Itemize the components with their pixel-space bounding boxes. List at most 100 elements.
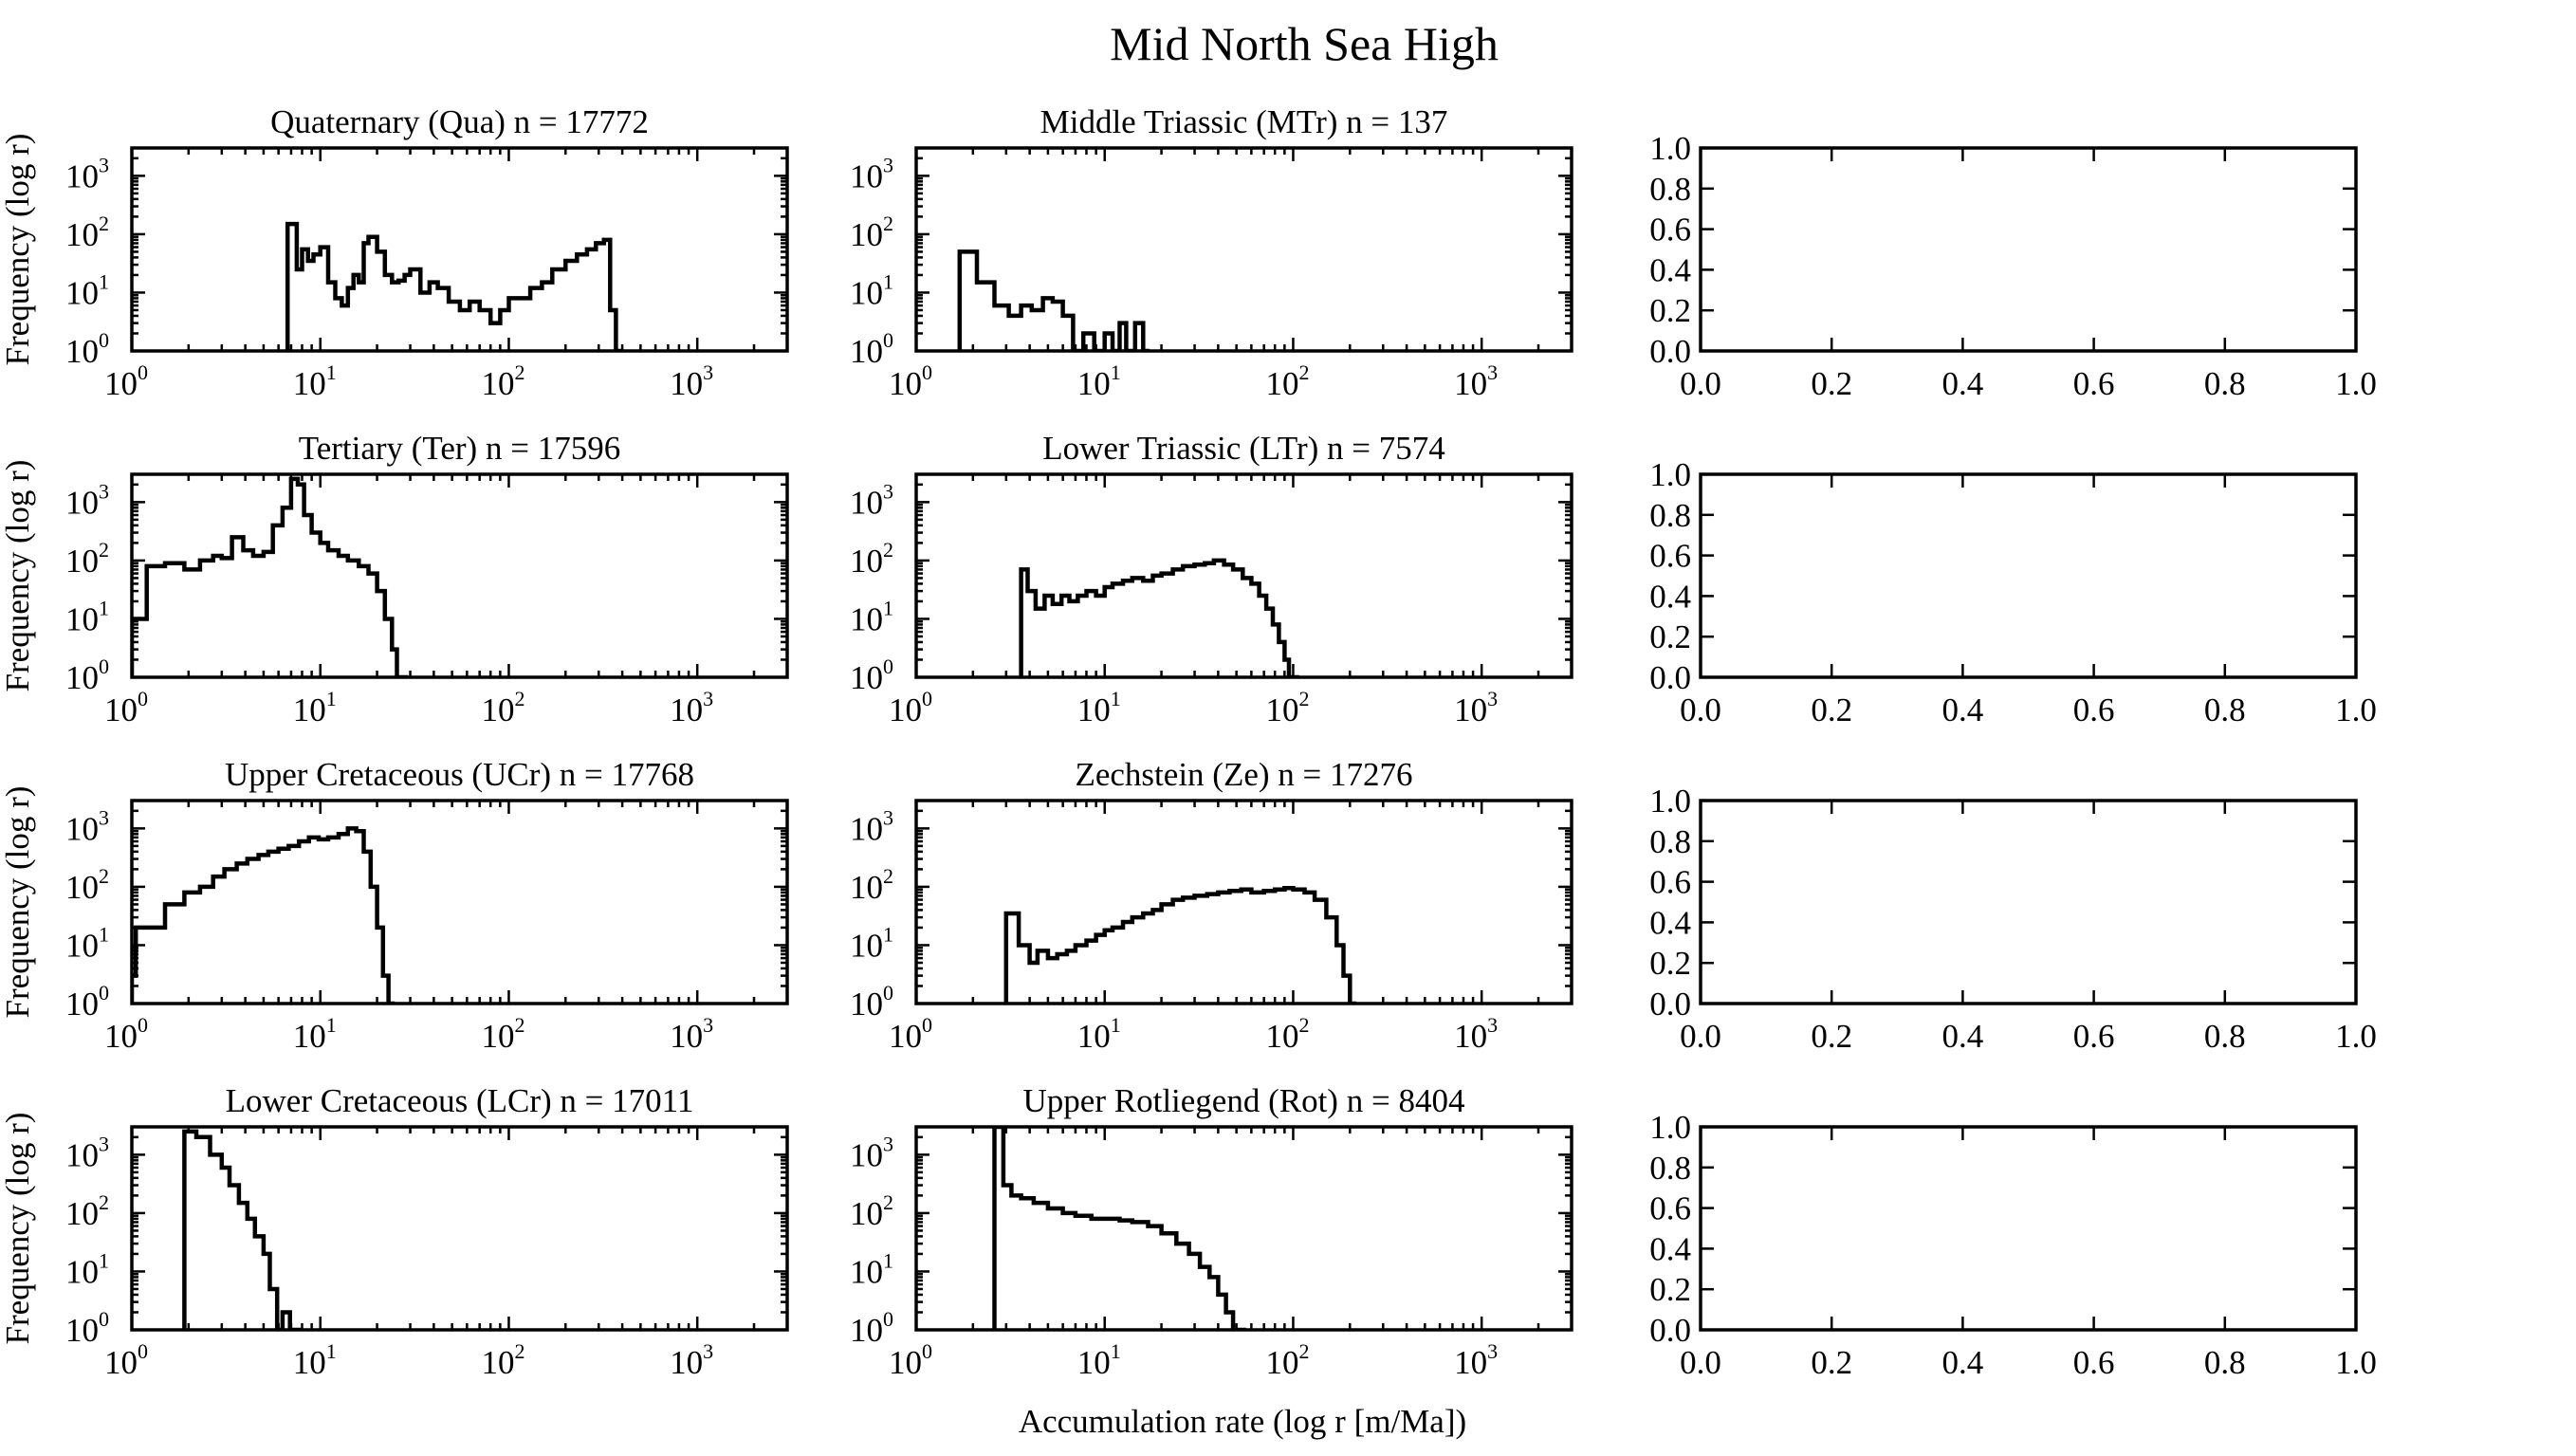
y-tick-label: 100 bbox=[850, 654, 893, 696]
x-tick-base: 10 bbox=[670, 691, 703, 728]
x-tick-label: 0.6 bbox=[2073, 365, 2115, 402]
x-tick-exponent: 3 bbox=[1487, 687, 1498, 710]
x-tick-base: 10 bbox=[1077, 365, 1111, 402]
x-axis-label: Accumulation rate (log r [m/Ma]) bbox=[1019, 1403, 1466, 1440]
axes-frame bbox=[1699, 1125, 2358, 1332]
x-tick-base: 10 bbox=[1077, 691, 1111, 728]
y-tick-label: 0.6 bbox=[1649, 538, 1691, 575]
y-tick-base: 10 bbox=[65, 986, 99, 1023]
x-tick-label: 101 bbox=[293, 1013, 337, 1055]
axes-frame bbox=[914, 799, 1573, 1005]
y-tick-label: 101 bbox=[65, 269, 109, 311]
axes-frame bbox=[914, 472, 1573, 679]
x-tick-base: 10 bbox=[889, 1018, 922, 1055]
x-tick-exponent: 3 bbox=[1487, 1339, 1498, 1363]
x-tick-label: 0.6 bbox=[2073, 1344, 2115, 1381]
y-tick-label: 101 bbox=[850, 1248, 893, 1290]
y-tick-label: 1.0 bbox=[1649, 456, 1691, 493]
y-tick-label: 102 bbox=[850, 538, 893, 580]
y-tick-label: 103 bbox=[850, 153, 893, 194]
x-tick-label: 0.0 bbox=[1680, 1344, 1721, 1381]
y-tick-base: 10 bbox=[65, 157, 99, 194]
y-tick-exponent: 3 bbox=[883, 805, 893, 829]
y-tick-base: 10 bbox=[850, 216, 883, 253]
x-tick-label: 100 bbox=[889, 1339, 932, 1381]
x-tick-exponent: 1 bbox=[326, 360, 337, 384]
y-tick-base: 10 bbox=[65, 659, 99, 696]
x-tick-exponent: 3 bbox=[1487, 360, 1498, 384]
x-tick-base: 10 bbox=[293, 1344, 326, 1381]
x-tick-base: 10 bbox=[889, 691, 922, 728]
y-tick-base: 10 bbox=[65, 1195, 99, 1232]
subplot-title: Upper Cretaceous (UCr) n = 17768 bbox=[225, 756, 694, 793]
y-tick-exponent: 0 bbox=[883, 328, 893, 352]
x-tick-exponent: 0 bbox=[922, 1339, 932, 1363]
subplot-title: Lower Cretaceous (LCr) n = 17011 bbox=[226, 1082, 694, 1119]
y-tick-exponent: 0 bbox=[883, 981, 893, 1004]
y-tick-label: 0.0 bbox=[1649, 333, 1691, 370]
x-tick-label: 101 bbox=[1077, 1013, 1121, 1055]
x-tick-exponent: 2 bbox=[514, 687, 524, 710]
x-tick-label: 102 bbox=[1265, 687, 1309, 728]
x-tick-label: 103 bbox=[670, 360, 713, 402]
y-tick-exponent: 3 bbox=[99, 153, 109, 176]
y-tick-label: 100 bbox=[65, 1307, 109, 1349]
x-tick-exponent: 0 bbox=[922, 1013, 932, 1037]
y-tick-label: 102 bbox=[65, 1190, 109, 1232]
y-tick-base: 10 bbox=[65, 810, 99, 847]
y-tick-exponent: 0 bbox=[883, 1307, 893, 1331]
y-tick-label: 1.0 bbox=[1649, 1109, 1691, 1146]
y-tick-label: 0.6 bbox=[1649, 1190, 1691, 1227]
x-tick-base: 10 bbox=[1454, 691, 1487, 728]
axes-frame bbox=[130, 1125, 789, 1332]
x-tick-label: 1.0 bbox=[2335, 1344, 2377, 1381]
y-tick-base: 10 bbox=[65, 274, 99, 311]
x-tick-label: 103 bbox=[670, 687, 713, 728]
y-tick-label: 0.2 bbox=[1649, 292, 1691, 329]
y-tick-label: 100 bbox=[65, 328, 109, 370]
y-tick-exponent: 3 bbox=[883, 153, 893, 176]
y-tick-exponent: 0 bbox=[99, 1307, 109, 1331]
y-tick-exponent: 0 bbox=[99, 981, 109, 1004]
subplot-6: 0.00.00.20.20.40.40.60.60.80.81.01.0 bbox=[1649, 456, 2377, 728]
x-tick-exponent: 2 bbox=[1298, 687, 1309, 710]
x-tick-base: 10 bbox=[1265, 691, 1298, 728]
x-tick-label: 0.0 bbox=[1680, 1018, 1721, 1055]
y-tick-exponent: 3 bbox=[99, 1132, 109, 1155]
y-tick-base: 10 bbox=[65, 927, 99, 964]
x-tick-label: 0.4 bbox=[1942, 691, 1984, 728]
y-tick-base: 10 bbox=[850, 1253, 883, 1290]
x-tick-base: 10 bbox=[293, 365, 326, 402]
y-tick-base: 10 bbox=[850, 600, 883, 637]
axes-frame bbox=[130, 146, 789, 353]
x-tick-base: 10 bbox=[889, 1344, 922, 1381]
x-tick-exponent: 1 bbox=[326, 1339, 337, 1363]
y-tick-label: 102 bbox=[65, 212, 109, 253]
x-tick-base: 10 bbox=[481, 365, 514, 402]
x-tick-exponent: 0 bbox=[138, 360, 148, 384]
y-tick-label: 0.4 bbox=[1649, 251, 1691, 288]
x-tick-label: 0.4 bbox=[1942, 1018, 1984, 1055]
x-tick-base: 10 bbox=[104, 1018, 138, 1055]
y-tick-label: 1.0 bbox=[1649, 783, 1691, 820]
x-tick-label: 101 bbox=[293, 687, 337, 728]
y-tick-label: 102 bbox=[850, 212, 893, 253]
x-tick-label: 0.0 bbox=[1680, 691, 1721, 728]
y-tick-label: 0.8 bbox=[1649, 823, 1691, 860]
histogram-series bbox=[957, 249, 1150, 351]
y-tick-base: 10 bbox=[65, 1312, 99, 1349]
x-tick-label: 0.8 bbox=[2204, 1018, 2246, 1055]
histogram-series bbox=[182, 1129, 302, 1330]
x-tick-exponent: 1 bbox=[326, 687, 337, 710]
x-tick-base: 10 bbox=[481, 691, 514, 728]
y-tick-label: 101 bbox=[65, 1248, 109, 1290]
histogram-series bbox=[992, 1127, 1246, 1330]
x-tick-label: 1.0 bbox=[2335, 365, 2377, 402]
x-tick-label: 1.0 bbox=[2335, 691, 2377, 728]
x-tick-label: 0.2 bbox=[1811, 691, 1852, 728]
x-tick-base: 10 bbox=[1265, 1344, 1298, 1381]
y-tick-label: 101 bbox=[850, 922, 893, 964]
y-tick-label: 101 bbox=[65, 596, 109, 637]
